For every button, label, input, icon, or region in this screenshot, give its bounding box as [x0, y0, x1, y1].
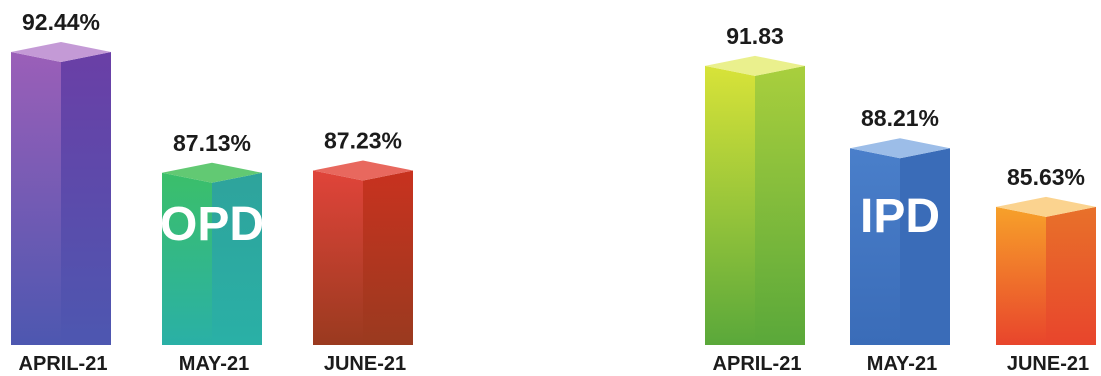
ipd-bar-june-21-value-label: 85.63%: [1007, 164, 1085, 190]
ipd-bar-april-21-value-label: 91.83: [726, 23, 784, 49]
ipd-bar-april-21: 91.83 APRIL-21: [705, 23, 805, 375]
opd-bar-may-21-left-face: [162, 172, 212, 345]
ipd-bar-april-21-category-label: APRIL-21: [713, 353, 802, 375]
ipd-bar-may-21: 88.21% MAY-21: [850, 105, 950, 375]
opd-bar-june-21-category-label: JUNE-21: [324, 353, 406, 375]
opd-bar-june-21-value-label: 87.23%: [324, 128, 402, 154]
opd-bar-may-21-right-face: [212, 172, 262, 345]
opd-bar-april-21-value-label: 92.44%: [22, 9, 100, 35]
opd-chart: 92.44%APRIL-2187.13%MAY-2187.23%JUNE-21 …: [11, 9, 413, 375]
ipd-bar-may-21-top-face: [850, 138, 950, 159]
ipd-chart: 91.83 APRIL-21 88.21% MAY-21 85.63% JUNE-21 I…: [705, 23, 1096, 375]
ipd-bar-may-21-right-face: [900, 148, 950, 345]
opd-bar-april-21-category-label: APRIL-21: [19, 353, 108, 375]
opd-bar-may-21-value-label: 87.13%: [173, 130, 251, 156]
ipd-bar-may-21-category-label: MAY-21: [867, 353, 937, 375]
ipd-bar-june-21-top-face: [996, 196, 1096, 217]
opd-bar-may-21-category-label: MAY-21: [179, 353, 249, 375]
ipd-bar-may-21-left-face: [850, 148, 900, 345]
opd-bar-june-21: 87.23% JUNE-21: [313, 128, 413, 375]
ipd-bar-april-21-top-face: [705, 55, 805, 76]
ipd-bar-june-21-left-face: [996, 206, 1046, 345]
opd-bar-june-21-right-face: [363, 170, 413, 345]
opd-bar-april-21-top-face: [11, 42, 111, 62]
opd-bar-june-21-left-face: [313, 170, 363, 345]
opd-bar-may-21: 87.13% MAY-21: [162, 130, 262, 375]
ipd-bar-april-21-right-face: [755, 65, 805, 345]
opd-bar-may-21-top-face: [162, 162, 262, 183]
opd-bar-june-21-top-face: [313, 160, 413, 181]
ipd-bar-june-21-right-face: [1046, 206, 1096, 345]
opd-bar-april-21: 92.44% APRIL-21: [11, 9, 111, 375]
ipd-bar-june-21: 85.63% JUNE-21: [996, 164, 1096, 375]
ipd-bar-may-21-value-label: 88.21%: [861, 105, 939, 131]
opd-bar-april-21-right-face: [61, 52, 111, 345]
opd-chart-title: OPD: [160, 198, 264, 251]
ipd-bar-april-21-left-face: [705, 65, 755, 345]
ipd-bar-june-21-category-label: JUNE-21: [1007, 353, 1089, 375]
opd-bar-april-21-left-face: [11, 52, 61, 345]
ipd-chart-title: IPD: [860, 190, 940, 243]
